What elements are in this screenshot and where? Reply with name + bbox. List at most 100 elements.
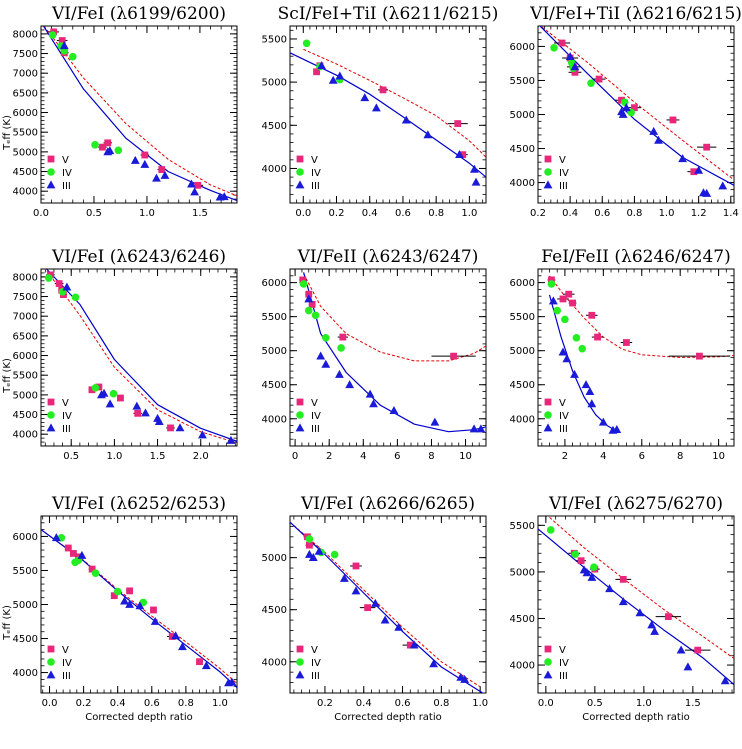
data-point-v (168, 633, 176, 640)
legend-marker-v (296, 155, 304, 163)
data-point-iii (460, 674, 470, 683)
x-tick-label: 0.4 (362, 208, 378, 219)
legend-label: IV (559, 658, 569, 669)
x-tick-label: 0.8 (428, 208, 444, 219)
data-point-iii (360, 93, 370, 102)
data-point-iii (558, 347, 568, 356)
x-tick-label: 0.0 (42, 698, 58, 709)
data-point-v (664, 613, 672, 621)
panel-3: VI/FeI+TiI (λ6216/6215) 0.2 0.4 0.6 0.8 1.0 1.… (510, 4, 742, 219)
legend-marker-iv (544, 658, 552, 666)
x-tick-label: 0.8 (626, 208, 642, 219)
x-tick-label: 1.0 (139, 208, 155, 219)
y-tick-label: 5000 (13, 600, 38, 611)
data-point-iv (44, 274, 53, 282)
panel-title: VI/FeI (λ6243/6246) (51, 247, 226, 267)
legend-label: V (311, 155, 318, 166)
y-tick-label: 4500 (13, 634, 38, 645)
legend-label: III (311, 671, 320, 682)
y-tick-label: 7500 (13, 49, 38, 60)
y-tick-label: 5000 (262, 78, 287, 89)
data-point-iii (198, 430, 207, 439)
data-point-iv (299, 280, 308, 288)
data-point-iii (305, 549, 314, 558)
data-point-v (196, 658, 203, 666)
y-tick-label: 7500 (13, 292, 38, 303)
x-axis-label: Corrected depth ratio (85, 712, 193, 723)
x-tick-label: 0.4 (356, 698, 372, 709)
y-tick-label: 7000 (13, 69, 38, 80)
panel-title: ScI/FeI+TiI (λ6211/6215) (278, 4, 499, 24)
legend-label: IV (311, 411, 321, 422)
data-point-iii (683, 662, 693, 671)
data-point-iii (618, 597, 628, 606)
x-tick-label: 8 (677, 451, 683, 462)
legend-label: IV (311, 168, 321, 179)
data-point-iii (678, 154, 687, 163)
y-tick-label: 5500 (510, 76, 535, 87)
legend: V IV III (543, 155, 569, 192)
x-tick-label: 0.6 (395, 698, 411, 709)
data-point-iii (718, 181, 728, 190)
legend-marker-iii (543, 670, 553, 679)
legend-label: III (62, 181, 71, 192)
data-point-v (306, 541, 313, 549)
legend-marker-v (47, 398, 55, 406)
data-point-v (379, 86, 387, 94)
fit-curve-giant (290, 52, 486, 178)
y-tick-label: 4000 (510, 661, 535, 672)
data-point-v (150, 606, 157, 614)
data-point-iii (105, 399, 115, 408)
y-tick-label: 5500 (262, 312, 287, 323)
data-point-v (618, 96, 625, 104)
data-point-v (88, 386, 96, 394)
y-tick-label: 4500 (262, 605, 287, 616)
legend-label: V (559, 645, 566, 656)
data-point-v (690, 168, 698, 176)
x-tick-label: 0.5 (86, 208, 102, 219)
data-point-v (69, 550, 77, 557)
y-tick-label: 4500 (262, 380, 287, 391)
y-tick-label: 4000 (262, 164, 287, 175)
y-tick-label: 7000 (13, 312, 38, 323)
data-point-iii (132, 401, 142, 410)
data-point-iv (91, 569, 100, 577)
plot-frame (289, 25, 487, 204)
x-tick-label: 1.0 (472, 698, 488, 709)
data-point-iii (317, 61, 326, 70)
y-tick-label: 6500 (13, 331, 38, 342)
x-tick-label: 2 (326, 451, 332, 462)
fit-curve-dwarf (303, 48, 486, 158)
data-point-iv (305, 535, 314, 543)
x-tick-label: 2 (562, 451, 568, 462)
fit-curve-dwarf (303, 273, 486, 362)
legend-marker-iii (295, 180, 305, 189)
legend-label: III (559, 181, 568, 192)
plot-area (290, 521, 484, 693)
data-point-v (305, 290, 313, 298)
y-tick-label: 4500 (13, 167, 38, 178)
legend-marker-v (544, 155, 552, 163)
legend: V IV III (543, 645, 569, 682)
x-tick-label: 4 (360, 451, 366, 462)
data-point-v (595, 75, 603, 83)
data-point-iii (51, 533, 61, 542)
data-point-v (558, 39, 566, 47)
data-point-iv (330, 550, 339, 559)
data-point-iv (321, 333, 330, 342)
data-point-iii (190, 187, 200, 196)
data-point-iii (316, 351, 326, 360)
data-point-v (352, 562, 360, 570)
data-point-iii (548, 296, 558, 305)
data-point-iii (345, 380, 355, 389)
data-point-iii (105, 146, 115, 155)
panel-6: FeI/FeII (λ6246/6247) 2 4 6 8 10 4000 4500 5000 5… (510, 247, 735, 462)
data-point-iii (650, 626, 660, 635)
data-point-iii (201, 661, 211, 670)
x-tick-label: 0.0 (295, 208, 311, 219)
data-point-iii (469, 424, 479, 433)
data-point-iii (469, 164, 479, 173)
data-point-iii (409, 640, 419, 649)
data-point-iv (68, 52, 77, 61)
panel-title: VI/FeI (λ6275/6270) (548, 494, 723, 514)
